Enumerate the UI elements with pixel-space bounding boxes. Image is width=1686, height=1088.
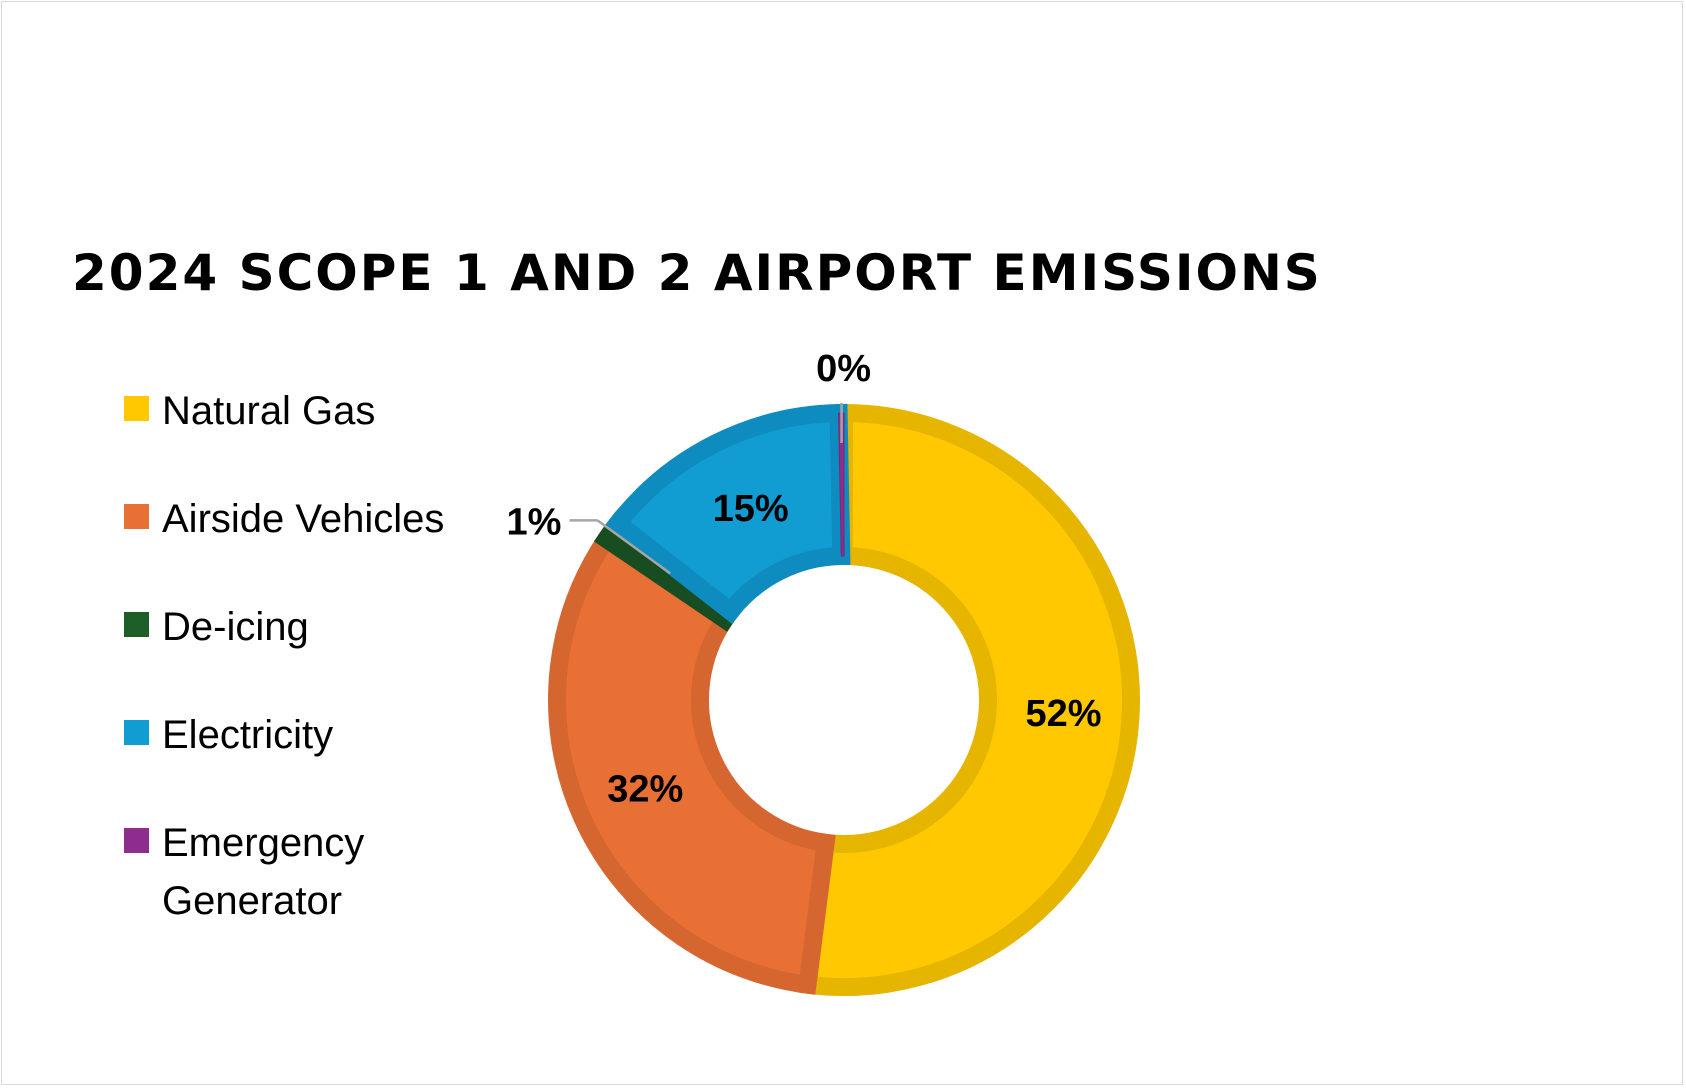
data-label-electricity: 15% [713,488,789,530]
donut-slice-natural-gas [797,403,1140,996]
leader-line-de-icing [596,519,671,575]
data-label-airside-vehicles: 32% [607,769,683,811]
legend-swatch [124,828,149,853]
data-label-emergency-generator: 0% [816,348,871,390]
legend-swatch [124,396,149,421]
legend-label: Airside Vehicles [162,497,445,541]
legend-swatch [124,720,149,745]
chart-title: 2024 SCOPE 1 AND 2 AIRPORT EMISSIONS [72,244,1322,302]
data-label-de-icing: 1% [507,501,562,543]
legend-label: De-icing [162,605,309,649]
legend-swatch [124,504,149,529]
legend-swatch [124,612,149,637]
donut-slice-airside-vehicles [548,526,836,995]
legend-label: Emergency Generator [162,821,365,923]
legend-label: Electricity [162,713,334,757]
legend-label: Natural Gas [162,389,376,433]
donut-slice-electricity [605,403,851,624]
data-label-natural-gas: 52% [1026,693,1102,735]
